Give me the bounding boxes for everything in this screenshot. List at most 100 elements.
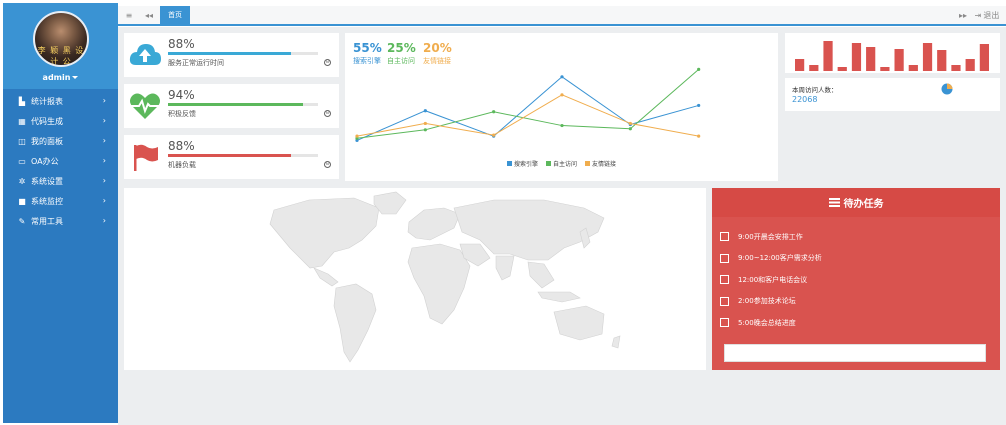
user-panel: 李 颖 黑 设 计 公 admin: [3, 3, 118, 89]
todo-item: 12:00和客户电话会议: [720, 269, 822, 291]
bar-chart-panel: [785, 33, 1000, 73]
todo-item: 2:00参加技术论坛: [720, 291, 822, 313]
grid-icon: ▦: [18, 116, 26, 126]
legend-label: 友情链接: [592, 161, 617, 168]
sidebar-item-label: 系统设置: [31, 176, 63, 186]
bar[interactable]: [837, 67, 847, 71]
new-todo-input[interactable]: [724, 344, 986, 362]
data-point[interactable]: [423, 121, 427, 126]
bar[interactable]: [851, 43, 862, 71]
stat-card-uptime: 88% 服务正常运行时间 ⊖: [124, 33, 339, 77]
sidebar-item-tools[interactable]: ✎ 常用工具 ›: [3, 211, 118, 231]
user-menu-toggle[interactable]: admin: [3, 73, 118, 82]
todo-panel: 待办任务 9:00开晨会安排工作 9:00~12:00客户需求分析 12:00和…: [712, 188, 1000, 370]
stat-value: 94%: [168, 88, 195, 102]
bar[interactable]: [951, 65, 961, 71]
chevron-right-icon: ›: [102, 216, 106, 225]
bar[interactable]: [880, 67, 890, 71]
progress-bar: [168, 103, 318, 106]
bar[interactable]: [809, 65, 819, 71]
series-line-1: [356, 69, 699, 139]
collapse-icon[interactable]: ⊖: [324, 110, 331, 117]
todo-title: 待办任务: [843, 199, 884, 210]
kpi-value: 20%: [423, 41, 452, 55]
progress-fill: [168, 52, 291, 55]
sidebar-item-dashboard[interactable]: ◫ 我的面板 ›: [3, 131, 118, 151]
chevron-right-icon: ›: [102, 196, 106, 205]
sidebar-item-oa[interactable]: ▭ OA办公 ›: [3, 151, 118, 171]
sidebar-item-monitor[interactable]: ■ 系统监控 ›: [3, 191, 118, 211]
world-map-panel: [124, 188, 706, 370]
kpi-search: 55% 搜索引擎: [353, 41, 382, 66]
data-point[interactable]: [560, 123, 564, 128]
avatar-seal: 李 颖 黑 设 计 公: [37, 46, 85, 66]
bar[interactable]: [866, 47, 876, 71]
gear-icon: ✲: [18, 176, 26, 186]
data-point[interactable]: [560, 93, 564, 97]
data-point[interactable]: [628, 127, 632, 131]
sidebar-item-settings[interactable]: ✲ 系统设置 ›: [3, 171, 118, 191]
legend-label: 自主访问: [552, 161, 577, 168]
data-point[interactable]: [697, 67, 701, 71]
todo-text: 9:00开晨会安排工作: [738, 232, 803, 241]
todo-item: 9:00开晨会安排工作: [720, 226, 822, 248]
bar[interactable]: [979, 44, 989, 71]
data-point[interactable]: [697, 103, 701, 108]
data-point[interactable]: [560, 75, 564, 79]
list-icon: [828, 198, 840, 207]
scroll-left-icon[interactable]: ◂◂: [144, 10, 154, 20]
todo-item: 9:00~12:00客户需求分析: [720, 248, 822, 270]
kpi-label: 友情链接: [423, 57, 451, 65]
sidebar-item-reports[interactable]: ▙ 统计报表 ›: [3, 91, 118, 111]
todo-item: 5:00晚会总结进度: [720, 312, 822, 334]
bar[interactable]: [894, 49, 904, 71]
todo-checkbox[interactable]: [720, 275, 729, 285]
legend-item[interactable]: 自主访问: [545, 159, 577, 168]
data-point[interactable]: [423, 109, 427, 113]
visits-label: 本周访问人数：: [792, 86, 838, 94]
data-point[interactable]: [492, 110, 496, 114]
menu-toggle-icon[interactable]: ≡: [125, 10, 133, 20]
sidebar-item-label: OA办公: [31, 156, 59, 166]
bar[interactable]: [965, 59, 975, 71]
stat-card-load: 88% 机器负载 ⊖: [124, 135, 339, 179]
avatar[interactable]: 李 颖 黑 设 计 公: [33, 11, 89, 67]
traffic-chart-panel: 55% 搜索引擎 25% 自主访问 20% 友情链接 搜索引擎 自主访问 友情链…: [345, 33, 778, 181]
bar[interactable]: [908, 65, 918, 71]
logout-button[interactable]: ⇥ 退出: [972, 6, 1002, 24]
progress-bar: [168, 154, 318, 157]
tab-home[interactable]: 首页: [160, 6, 190, 24]
todo-text: 12:00和客户电话会议: [738, 275, 808, 284]
todo-checkbox[interactable]: [720, 296, 729, 306]
sidebar-item-label: 统计报表: [31, 96, 63, 106]
sidebar-item-label: 系统监控: [31, 196, 63, 206]
sidebar-item-codegen[interactable]: ▦ 代码生成 ›: [3, 111, 118, 131]
collapse-icon[interactable]: ⊖: [324, 59, 331, 66]
scroll-right-icon[interactable]: ▸▸: [958, 10, 968, 20]
heartbeat-icon: [130, 93, 160, 119]
sidebar: 李 颖 黑 设 计 公 admin ▙ 统计报表 › ▦ 代码生成 › ◫ 我的面板 › ▭…: [3, 3, 118, 423]
bar[interactable]: [937, 50, 947, 71]
camera-icon: ■: [18, 196, 26, 206]
kpi-links: 20% 友情链接: [423, 41, 452, 66]
data-point[interactable]: [423, 128, 427, 132]
collapse-icon[interactable]: ⊖: [324, 161, 331, 168]
legend-item[interactable]: 搜索引擎: [506, 159, 538, 168]
world-map[interactable]: [124, 188, 706, 370]
bar[interactable]: [922, 43, 933, 71]
todo-checkbox[interactable]: [720, 253, 729, 263]
kpi-direct: 25% 自主访问: [387, 41, 416, 66]
line-chart: [355, 67, 701, 142]
data-point[interactable]: [355, 134, 359, 138]
todo-checkbox[interactable]: [720, 232, 729, 242]
data-point[interactable]: [628, 121, 632, 126]
legend-item[interactable]: 友情链接: [585, 159, 616, 168]
bar[interactable]: [795, 59, 805, 71]
sidebar-item-label: 代码生成: [31, 116, 63, 126]
bar[interactable]: [823, 41, 833, 71]
todo-list: 9:00开晨会安排工作 9:00~12:00客户需求分析 12:00和客户电话会…: [720, 226, 822, 334]
data-point[interactable]: [697, 134, 701, 138]
progress-fill: [168, 103, 303, 106]
todo-checkbox[interactable]: [720, 318, 729, 328]
data-point[interactable]: [492, 133, 496, 137]
